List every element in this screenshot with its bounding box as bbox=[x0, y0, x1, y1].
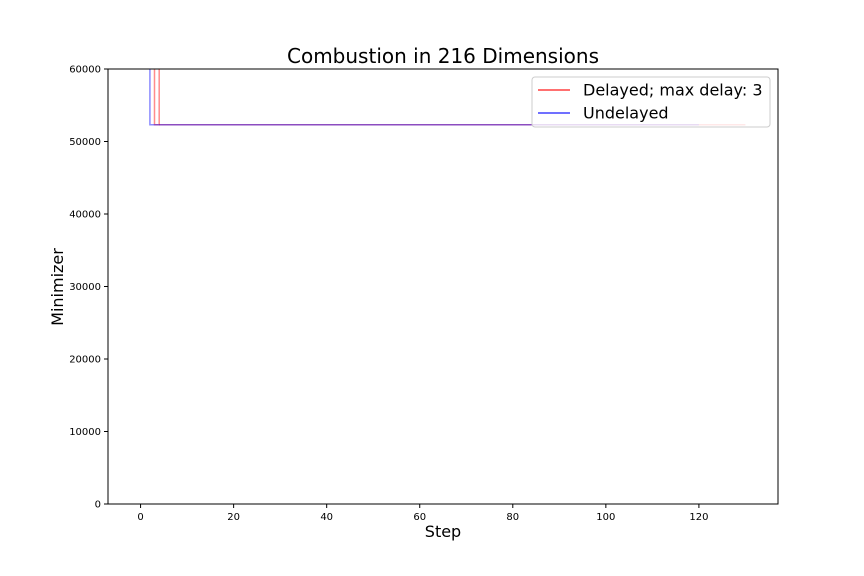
legend-box bbox=[531, 76, 771, 128]
chart-title: Combustion in 216 Dimensions bbox=[287, 44, 599, 68]
y-tick-label: 30000 bbox=[69, 282, 101, 293]
legend: Delayed; max delay: 3 Undelayed bbox=[531, 76, 771, 128]
y-tick-label: 50000 bbox=[69, 137, 101, 148]
x-axis-label: Step bbox=[425, 522, 461, 541]
y-tick-label: 60000 bbox=[69, 65, 101, 76]
x-tick-label: 80 bbox=[506, 512, 519, 523]
legend-label: Delayed; max delay: 3 bbox=[583, 81, 763, 100]
y-tick-label: 0 bbox=[95, 500, 101, 511]
y-axis: 0 10000 20000 30000 40000 50000 60000 bbox=[69, 65, 108, 511]
x-axis: 0 20 40 60 80 100 120 bbox=[137, 504, 708, 523]
series-line-1 bbox=[149, 69, 699, 126]
x-tick-label: 100 bbox=[596, 512, 615, 523]
y-tick-label: 20000 bbox=[69, 355, 101, 366]
x-tick-label: 40 bbox=[320, 512, 333, 523]
series-line-0 bbox=[153, 69, 160, 126]
x-tick-label: 60 bbox=[413, 512, 426, 523]
legend-label: Undelayed bbox=[583, 104, 669, 123]
y-tick-label: 10000 bbox=[69, 427, 101, 438]
x-tick-label: 0 bbox=[137, 512, 143, 523]
x-tick-label: 20 bbox=[227, 512, 240, 523]
y-tick-label: 40000 bbox=[69, 210, 101, 221]
y-axis-label: Minimizer bbox=[48, 248, 67, 326]
x-tick-label: 120 bbox=[689, 512, 708, 523]
